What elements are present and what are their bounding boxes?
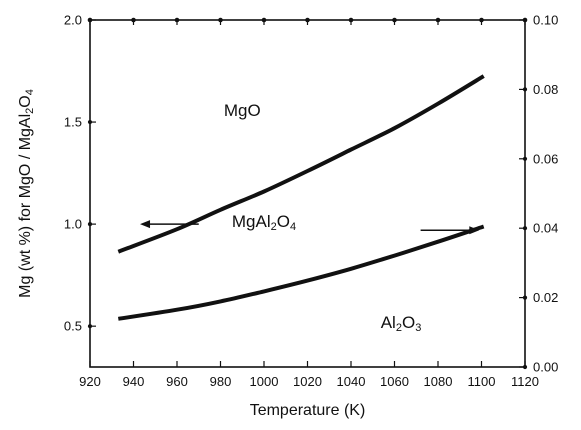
region-label: Al2O3 — [381, 313, 422, 334]
x-tick-label: 1060 — [380, 374, 409, 389]
region-label-sub2: 3 — [415, 323, 421, 335]
left-y-axis-title-sub2: 4 — [24, 89, 36, 95]
region-label: MgO — [224, 101, 261, 120]
right-y-tick-dot — [522, 87, 528, 92]
top-axis-ticks — [87, 17, 528, 25]
x-tick-label: 920 — [79, 374, 101, 389]
right-y-tick-label: 0.00 — [533, 360, 558, 375]
region-label-sub2: 4 — [290, 221, 296, 233]
arrows-group — [140, 220, 480, 235]
region-label-main: Al — [381, 313, 396, 332]
region-label: MgAl2O4 — [232, 212, 296, 233]
x-tick-label: 980 — [210, 374, 232, 389]
left-y-tick-dot — [87, 119, 93, 125]
left-y-tick-label: 0.5 — [64, 319, 82, 334]
top-tick-dot — [479, 17, 484, 23]
left-y-tick-label: 2.0 — [64, 13, 82, 28]
right-y-tick-dot — [522, 226, 528, 231]
x-tick-label: 1100 — [468, 374, 496, 389]
top-tick-dot — [435, 17, 441, 23]
x-tick-label: 1040 — [337, 374, 366, 389]
x-axis-title: Temperature (K) — [250, 402, 366, 419]
right-y-tick-dot — [522, 17, 528, 23]
top-tick-dot — [218, 17, 223, 23]
series-group — [117, 74, 485, 321]
left-y-tick-dot — [87, 17, 93, 23]
x-tick-label: 1080 — [424, 374, 453, 389]
left-y-axis-ticks: 0.5 1.0 1.5 2.0 — [64, 13, 96, 334]
left-y-axis-title: Mg (wt %) for MgO / MgAl2O4 — [17, 89, 36, 298]
axis-pointer-arrow-head — [140, 220, 151, 229]
top-tick-dot — [131, 17, 136, 23]
right-y-tick-label: 0.08 — [533, 82, 558, 97]
right-y-tick-label: 0.10 — [533, 13, 558, 28]
x-axis-ticks: 920 940 960 980 1000 1020 1040 1060 1080 1100 1120 — [79, 361, 539, 389]
right-y-axis-ticks: 0.00 0.02 0.04 0.06 0.08 0.10 — [519, 13, 558, 375]
region-label-sub1: 2 — [396, 323, 402, 335]
x-tick-label: 1120 — [511, 374, 539, 389]
left-y-axis-title-sub1: 2 — [24, 108, 36, 114]
region-label-main: MgAl — [232, 212, 271, 231]
x-tick-label: 1020 — [293, 374, 322, 389]
top-tick-dot — [392, 17, 397, 23]
top-tick-dot — [305, 17, 310, 23]
x-tick-label: 940 — [123, 374, 145, 389]
axis-pointer-arrow-head — [469, 226, 480, 235]
left-y-axis-title-mid: O — [17, 95, 34, 107]
left-y-tick-dot — [87, 222, 93, 227]
region-label-main: MgO — [224, 101, 261, 120]
mgo-boundary-curve — [117, 74, 485, 254]
top-tick-dot — [174, 17, 180, 23]
x-tick-label: 1000 — [250, 374, 279, 389]
right-y-tick-label: 0.04 — [533, 221, 558, 236]
region-label-mid: O — [277, 212, 290, 231]
right-y-tick-dot — [522, 364, 528, 370]
left-y-axis-title-main: Mg (wt %) for MgO / MgAl — [17, 114, 34, 298]
left-y-tick-label: 1.5 — [64, 115, 82, 130]
top-tick-dot — [261, 17, 267, 23]
region-label-mid: O — [402, 313, 415, 332]
right-y-tick-dot — [522, 295, 528, 300]
region-label-sub1: 2 — [271, 221, 277, 233]
right-y-tick-label: 0.06 — [533, 151, 558, 166]
right-y-tick-label: 0.02 — [533, 290, 558, 305]
left-y-tick-dot — [87, 324, 93, 329]
right-y-tick-dot — [522, 156, 528, 161]
x-tick-label: 960 — [166, 374, 188, 389]
left-y-tick-label: 1.0 — [64, 217, 82, 232]
top-tick-dot — [348, 17, 354, 23]
al2o3-boundary-curve — [117, 224, 485, 321]
